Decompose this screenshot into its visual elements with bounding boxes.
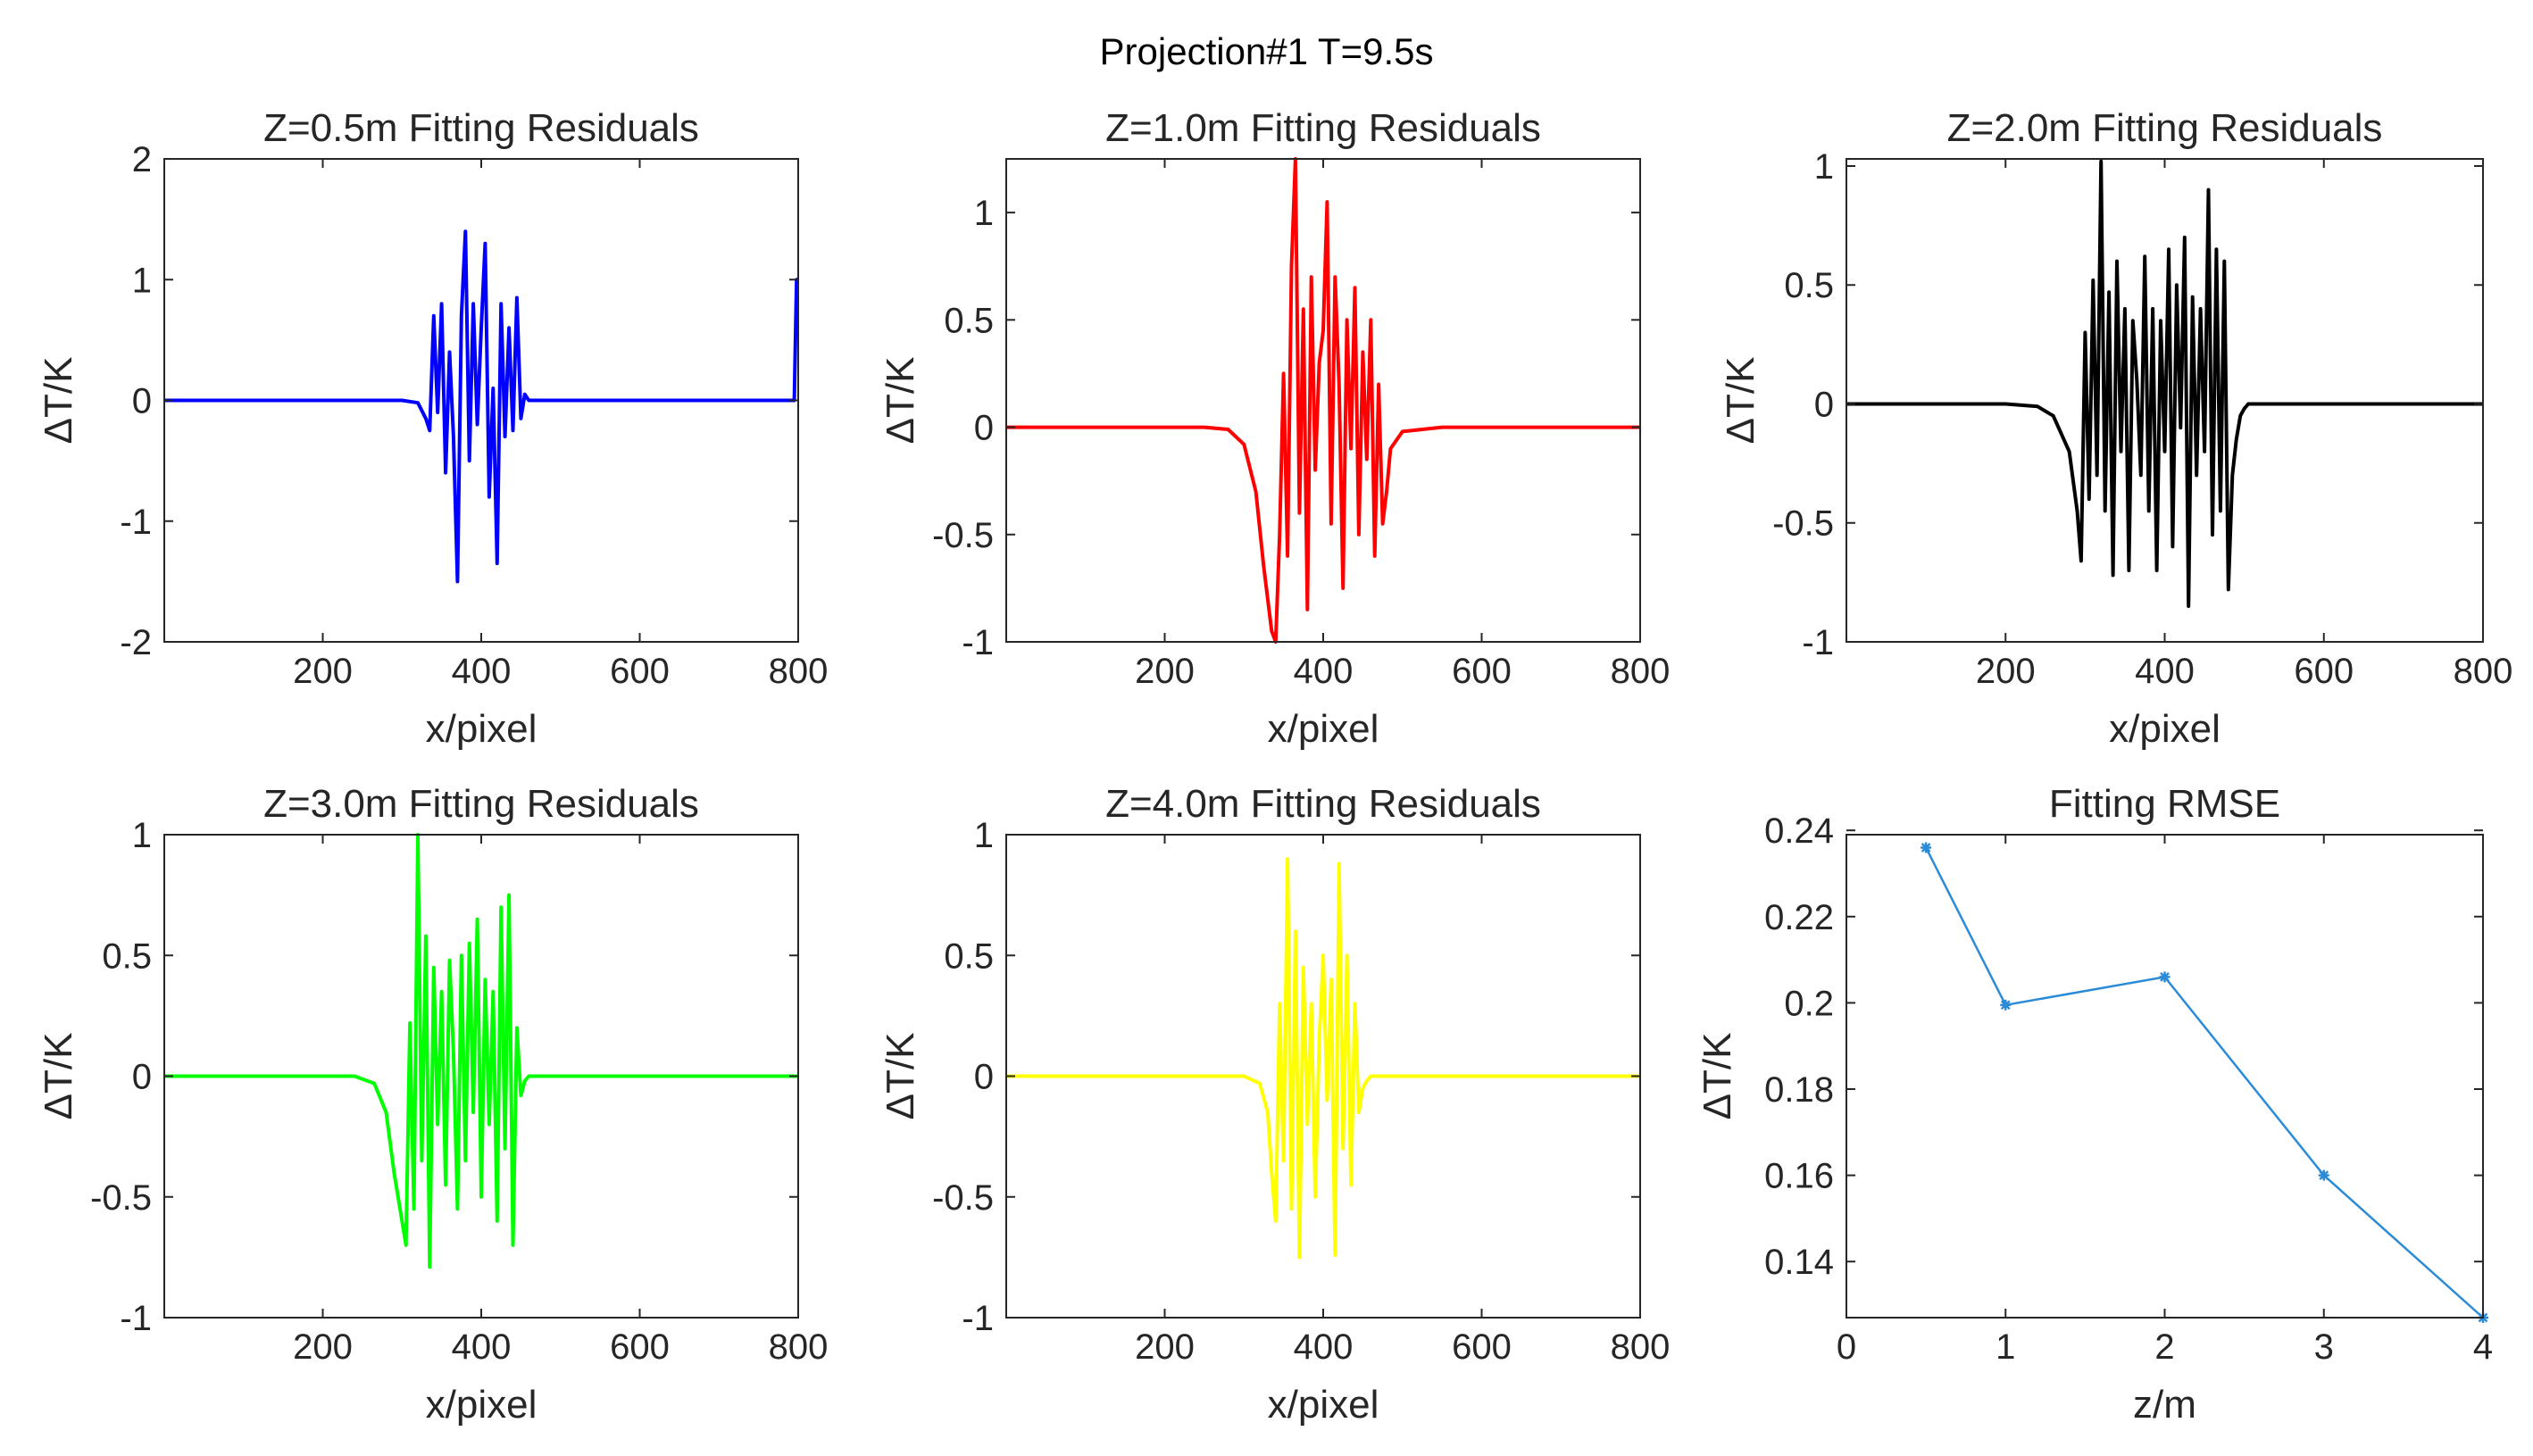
y-tick-label: 0.18 — [1764, 1070, 1834, 1110]
x-tick-label: 400 — [452, 1327, 512, 1367]
y-axis-label: ΔT/K — [1719, 357, 1762, 445]
x-tick-label: 400 — [1294, 652, 1354, 691]
series-line-1 — [164, 833, 798, 1269]
marker-stroke — [2319, 1170, 2329, 1180]
y-tick-label: 1 — [1814, 147, 1834, 187]
y-tick-label: 1 — [974, 194, 994, 233]
x-axis-label: x/pixel — [1268, 707, 1379, 751]
figure-title: Projection#1 T=9.5s — [1099, 30, 1434, 72]
y-tick-label: 0.22 — [1764, 898, 1834, 937]
series-line-1 — [1006, 857, 1640, 1260]
x-tick-label: 800 — [769, 652, 829, 691]
y-tick-label: 1 — [974, 816, 994, 855]
series-line-1 — [164, 229, 799, 584]
x-tick-label: 400 — [1294, 1327, 1354, 1367]
x-tick-label: 200 — [293, 652, 353, 691]
marker-stroke — [2000, 1000, 2011, 1011]
y-tick-label: -1 — [120, 1299, 152, 1338]
x-tick-label: 400 — [452, 652, 512, 691]
subplot-4: 200 400 600 800 -1 -0.5 0 0.5 1 Z=3.0m Fitting Re… — [37, 782, 828, 1427]
y-tick-label: 0.24 — [1764, 811, 1834, 851]
y-tick-label: 0 — [974, 1058, 994, 1097]
plot-area — [1006, 159, 1640, 642]
x-axis-label: x/pixel — [426, 707, 537, 751]
y-axis-label: ΔT/K — [37, 1033, 80, 1120]
y-tick-label: 1 — [132, 261, 152, 300]
subplot-title: Z=2.0m Fitting Residuals — [1947, 106, 2383, 150]
series-line-1 — [1846, 159, 2483, 608]
x-tick-label: 1 — [1996, 1327, 2015, 1367]
x-tick-label: 600 — [610, 1327, 670, 1367]
y-tick-label: 0.5 — [1784, 266, 1834, 305]
data-point — [2159, 971, 2171, 983]
y-tick-label: 0 — [132, 1058, 152, 1097]
subplot-1: 200 400 600 800 -2 -1 0 1 2 Z=0.5m Fitting Residu… — [37, 106, 828, 751]
subplot-2: 200 400 600 800 -1 -0.5 0 0.5 1 Z=1.0m Fitting Re… — [879, 106, 1670, 751]
x-tick-label: 200 — [1135, 1327, 1195, 1367]
subplot-title: Fitting RMSE — [2049, 782, 2280, 826]
x-tick-label: 200 — [1135, 652, 1195, 691]
x-tick-label: 200 — [293, 1327, 353, 1367]
x-tick-label: 200 — [1976, 652, 2036, 691]
data-point — [2318, 1169, 2329, 1181]
x-tick-label: 800 — [1611, 1327, 1671, 1367]
x-tick-label: 800 — [1611, 652, 1671, 691]
y-tick-label: 0 — [1814, 385, 1834, 424]
x-tick-label: 4 — [2473, 1327, 2493, 1367]
y-axis-label: ΔT/K — [1696, 1033, 1739, 1120]
plot-area — [1846, 835, 2483, 1318]
y-tick-label: 0.2 — [1784, 984, 1834, 1023]
y-axis-label: ΔT/K — [879, 1033, 922, 1120]
y-tick-label: 0.5 — [102, 936, 152, 976]
subplot-title: Z=4.0m Fitting Residuals — [1105, 782, 1541, 826]
subplot-6: 0 1 2 3 4 0.14 0.16 0.18 0.2 0.22 0.24 Fitting RMSE… — [1696, 782, 2493, 1427]
y-tick-label: -1 — [962, 623, 994, 662]
subplot-title: Z=3.0m Fitting Residuals — [263, 782, 699, 826]
x-tick-label: 800 — [769, 1327, 829, 1367]
x-axis-label: x/pixel — [1268, 1383, 1379, 1427]
y-tick-label: -0.5 — [932, 1178, 994, 1218]
data-point — [1921, 842, 1932, 853]
x-tick-label: 600 — [610, 652, 670, 691]
x-tick-label: 600 — [1452, 1327, 1512, 1367]
marker-stroke — [2160, 972, 2170, 982]
x-tick-label: 3 — [2314, 1327, 2334, 1367]
subplot-5: 200 400 600 800 -1 -0.5 0 0.5 1 Z=4.0m Fitting Re… — [879, 782, 1670, 1427]
subplot-title: Z=1.0m Fitting Residuals — [1105, 106, 1541, 150]
y-tick-label: -0.5 — [1772, 504, 1834, 544]
x-tick-label: 600 — [1452, 652, 1512, 691]
y-axis-label: ΔT/K — [879, 357, 922, 445]
x-axis-label: x/pixel — [426, 1383, 537, 1427]
x-tick-label: 400 — [2135, 652, 2195, 691]
x-tick-label: 0 — [1837, 1327, 1856, 1367]
subplot-title: Z=0.5m Fitting Residuals — [263, 106, 699, 150]
y-tick-label: 0.16 — [1764, 1157, 1834, 1196]
y-tick-label: 1 — [132, 816, 152, 855]
subplot-3: 200 400 600 800 -1 -0.5 0 0.5 1 Z=2.0m Fitting Re… — [1719, 106, 2512, 751]
series-line-1 — [1006, 157, 1640, 644]
y-tick-label: 0.14 — [1764, 1243, 1834, 1282]
y-tick-label: 0 — [132, 382, 152, 421]
x-tick-label: 800 — [2454, 652, 2513, 691]
y-tick-label: 2 — [132, 140, 152, 179]
y-tick-label: -1 — [962, 1299, 994, 1338]
y-tick-label: -2 — [120, 623, 152, 662]
y-tick-label: -0.5 — [90, 1178, 152, 1218]
y-axis-label: ΔT/K — [37, 357, 80, 445]
y-tick-label: 0.5 — [944, 936, 994, 976]
data-point — [2000, 999, 2012, 1011]
x-axis-label: z/m — [2133, 1383, 2196, 1427]
y-tick-label: -1 — [120, 503, 152, 542]
y-tick-label: 0 — [974, 409, 994, 448]
y-tick-label: -1 — [1802, 623, 1834, 662]
x-axis-label: x/pixel — [2109, 707, 2221, 751]
y-tick-label: -0.5 — [932, 516, 994, 555]
marker-stroke — [1921, 843, 1931, 853]
y-tick-label: 0.5 — [944, 301, 994, 340]
x-tick-label: 600 — [2294, 652, 2354, 691]
x-tick-label: 2 — [2154, 1327, 2174, 1367]
